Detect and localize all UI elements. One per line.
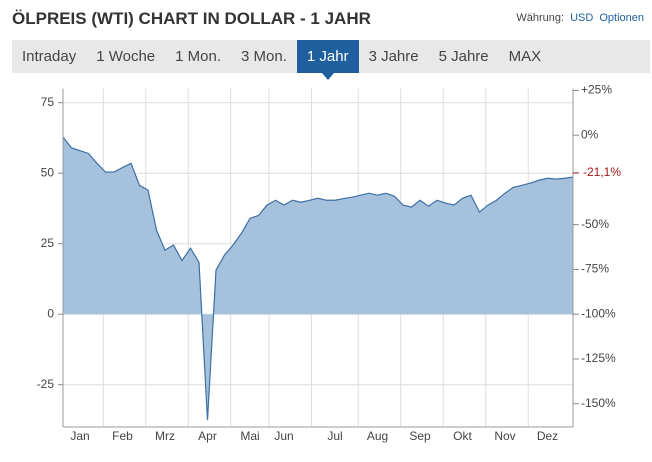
x-tick-label: Jul <box>327 429 342 443</box>
x-tick-label: Sep <box>409 429 431 443</box>
tab[interactable]: Intraday <box>22 48 77 65</box>
chart-title: ÖLPREIS (WTI) CHART IN DOLLAR - 1 JAHR <box>12 9 371 28</box>
line <box>62 136 574 421</box>
x-tick-label: Aug <box>367 429 388 443</box>
x-tick-label: Feb <box>112 429 133 443</box>
tab[interactable]: 1 Woche <box>96 48 156 65</box>
x-tick-label: Jan <box>70 429 89 443</box>
x-tick-label: Nov <box>494 429 515 443</box>
tab-bar: Intraday 1 Woche 1 Mon. 3 Mon. 1 Jahr 3 Jahre… <box>12 40 650 80</box>
tab[interactable]: 5 Jahre <box>438 48 489 65</box>
y2-tick-label: -125% <box>581 351 616 365</box>
y2-tick-label: 0% <box>581 127 599 141</box>
y2-tick-label: +25% <box>581 83 612 97</box>
x-tick-label: Apr <box>198 429 217 443</box>
y-tick-label: 0 <box>47 306 54 320</box>
y2-tick-label: -150% <box>581 396 616 410</box>
y-tick-label: 25 <box>41 236 55 250</box>
tab[interactable]: MAX <box>508 48 542 65</box>
options[interactable]: Optionen <box>599 12 644 24</box>
currency[interactable]: USD <box>570 12 594 24</box>
x-tick-label: Mrz <box>155 429 175 443</box>
tab[interactable]: 3 Mon. <box>241 48 287 65</box>
x-tick-label: Mai <box>240 429 259 443</box>
y2-tick-label: -50% <box>581 217 609 231</box>
currency-label: Währung: <box>516 12 565 24</box>
y-tick-label: -25 <box>37 377 55 391</box>
y2-tick-label: -100% <box>581 306 616 320</box>
meta: Währung: USD Optionen <box>516 12 644 24</box>
tab[interactable]: 1 Mon. <box>175 48 221 65</box>
tab[interactable]: 1 Jahr <box>296 40 359 80</box>
area <box>63 137 573 421</box>
x-tick-label: Jun <box>274 429 293 443</box>
y-tick-label: 75 <box>41 95 55 109</box>
tab[interactable]: 3 Jahre <box>368 48 419 65</box>
x-tick-label: Okt <box>453 429 472 443</box>
y-tick-label: 50 <box>41 165 55 179</box>
x-tick-label: Dez <box>537 429 558 443</box>
last-value-label: -21,1% <box>583 165 621 179</box>
y2-tick-label: -75% <box>581 262 609 276</box>
